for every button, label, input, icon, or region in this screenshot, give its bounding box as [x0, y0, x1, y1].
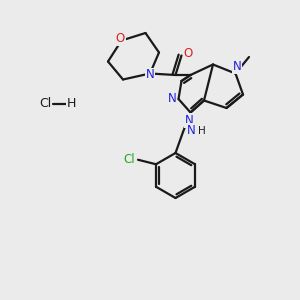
Text: N: N: [167, 92, 176, 106]
Text: N: N: [232, 60, 242, 74]
Text: O: O: [184, 47, 193, 61]
Text: Cl: Cl: [39, 97, 51, 110]
Text: O: O: [116, 32, 125, 46]
Text: N: N: [187, 124, 196, 137]
Text: N: N: [167, 92, 176, 106]
Text: Cl: Cl: [123, 153, 135, 166]
Text: H: H: [67, 97, 76, 110]
Text: N: N: [146, 68, 154, 82]
Text: H: H: [198, 125, 206, 136]
Text: N: N: [184, 114, 194, 128]
